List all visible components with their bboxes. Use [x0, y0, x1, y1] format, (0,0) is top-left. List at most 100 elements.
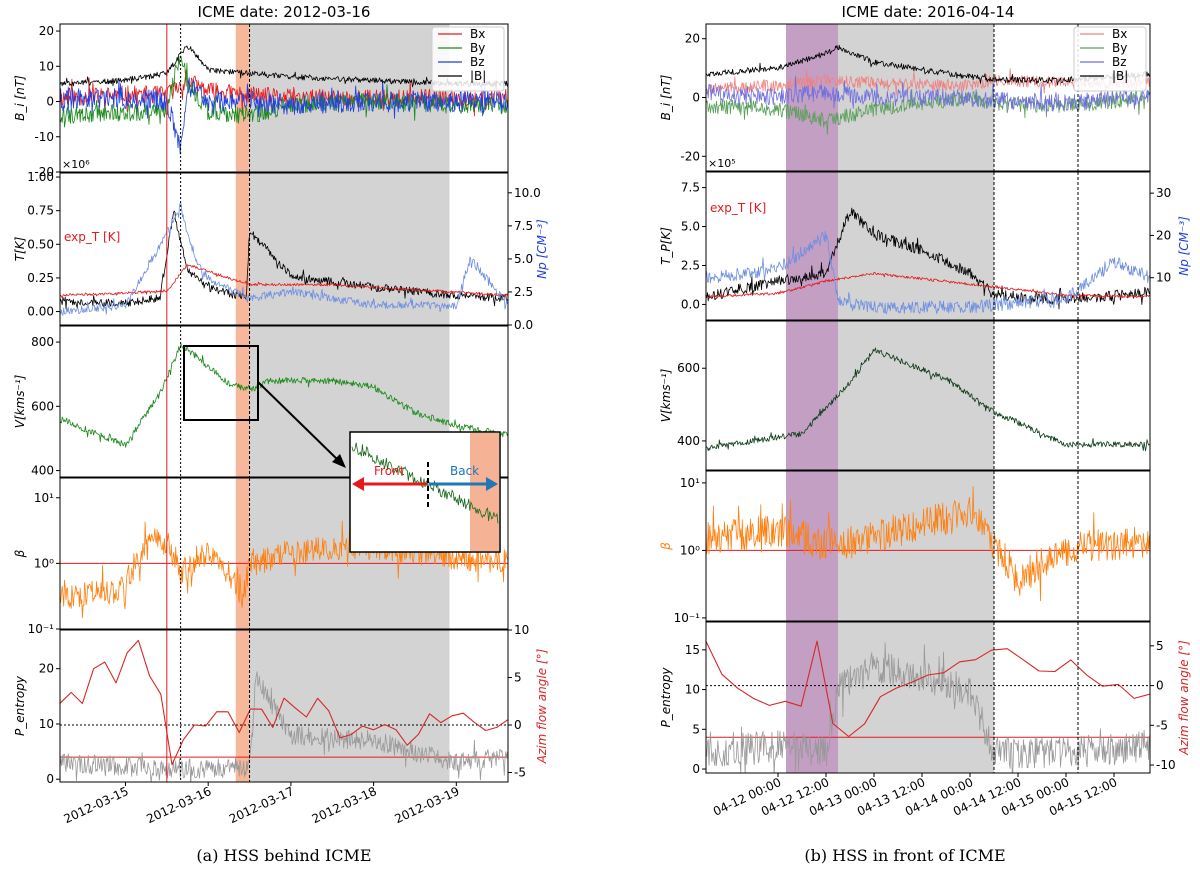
y-tick-label: 0 [46, 95, 54, 109]
panel-frame [705, 470, 1151, 622]
y-tick-label: 10⁻¹ [674, 611, 701, 625]
panel-plot-area [60, 45, 508, 155]
series-v [60, 343, 508, 448]
y-tick-label: 800 [31, 335, 54, 349]
zoom-arrow-head [332, 454, 346, 468]
y2-tick-label: -5 [514, 766, 526, 780]
y-tick-label: 5.0 [681, 220, 700, 234]
y-tick-label: 10⁰ [34, 556, 54, 570]
y2-axis-label: Np [CM⁻³] [535, 219, 549, 279]
y2-tick-label: 10.0 [514, 186, 541, 200]
panel-frame [705, 171, 1151, 321]
series-np [706, 231, 1150, 314]
shaded-region-1 [249, 24, 450, 782]
y-axis-label: β [659, 542, 673, 551]
legend-label: Bz [1112, 55, 1127, 69]
y-tick-label: 10⁰ [680, 543, 700, 557]
panel-plot-area [706, 207, 1150, 314]
series-np [60, 202, 508, 316]
panel-plot-area [706, 640, 1150, 773]
x-tick-label: 2012-03-15 [62, 784, 131, 826]
y-tick-label: 0 [692, 91, 700, 105]
y-tick-label: 10⁻¹ [28, 622, 55, 636]
inset-label-front: Front [374, 464, 405, 478]
legend-box [431, 26, 505, 92]
series-t [60, 210, 508, 310]
y-axis-label: P_entropy [13, 675, 27, 736]
legend-label: |B| [1112, 69, 1128, 83]
shaded-region-0 [235, 24, 250, 782]
panel-frame [705, 621, 1151, 774]
series-exp-t [60, 264, 508, 299]
y-tick-label: 10 [39, 717, 54, 731]
panel-plot-area [706, 347, 1150, 452]
y-axis-label: T_P[K] [659, 227, 673, 265]
y2-tick-label: 7.5 [514, 219, 533, 233]
y2-tick-label: 10 [514, 623, 529, 637]
exponent-note: ×10⁶ [62, 158, 90, 171]
y2-tick-label: -5 [1156, 718, 1168, 732]
chart-title: ICME date: 2016-04-14 [842, 3, 1015, 21]
panel-T: 0.00 0.25 0.50 0.75 1.00 0.0 2.5 5.0 7.5 10.0 T[K]… [13, 170, 549, 332]
panel-plot-area [60, 639, 508, 782]
inset-shade [470, 433, 499, 551]
panel-frame [59, 23, 509, 173]
y-tick-label: 20 [39, 662, 54, 676]
y-axis-label: V[kms⁻¹] [13, 374, 27, 428]
panel-frame [59, 172, 509, 326]
zoom-arrow-line [257, 381, 341, 463]
legend-label: By [1112, 41, 1127, 55]
y-tick-label: 15 [685, 643, 700, 657]
y-tick-label: 7.5 [681, 181, 700, 195]
inset-label-back: Back [450, 464, 479, 478]
y-tick-label: 10¹ [34, 491, 54, 505]
y-tick-label: 10 [39, 59, 54, 73]
y-axis-label: V[kms⁻¹] [659, 368, 673, 422]
panel-frame [59, 477, 509, 630]
inset-trace [351, 442, 499, 524]
chart-title: ICME date: 2012-03-16 [198, 3, 371, 21]
panel-beta: 10⁻¹ 10⁰ 10¹ β [13, 477, 509, 636]
series-bz [60, 77, 508, 155]
legend-label: Bx [1112, 27, 1127, 41]
y2-tick-label: 0 [514, 718, 522, 732]
y-tick-label: 400 [677, 434, 700, 448]
y2-tick-label: 30 [1156, 186, 1171, 200]
y2-tick-label: 5 [514, 671, 522, 685]
y-tick-label: -20 [680, 149, 700, 163]
y2-axis-label: Azim flow angle [°] [535, 648, 549, 764]
y-axis-label: B_i [nT] [659, 74, 673, 120]
series-azim-flow-angle [706, 640, 1150, 738]
series-v [706, 347, 1150, 452]
legend-box [1073, 26, 1147, 92]
shaded-region-1 [838, 24, 994, 773]
series-t [706, 207, 1150, 310]
y2-tick-label: 20 [1156, 228, 1171, 242]
y2-tick-label: 0.0 [514, 318, 533, 332]
series-azim-flow-angle [60, 639, 508, 766]
figure-a: ICME date: 2012-03-16 -20 -10 0 10 20 B_i [nT]… [13, 3, 549, 826]
y-tick-label: 0.00 [27, 305, 54, 319]
y-axis-label: P_entropy [659, 667, 673, 728]
panel-frame [59, 629, 509, 783]
x-tick-label: 2012-03-18 [310, 784, 379, 826]
shaded-regions [235, 24, 450, 782]
panel-plot-area [60, 202, 508, 316]
series-p-entropy [60, 671, 508, 782]
y-tick-label: 1.00 [27, 170, 54, 184]
y2-axis-label: Np [CM⁻³] [1177, 216, 1191, 276]
y-tick-label: 10 [685, 683, 700, 697]
panel-frame [705, 320, 1151, 471]
y-axis-label: β [13, 549, 27, 558]
panel-frame [59, 325, 509, 478]
shaded-regions [786, 24, 994, 773]
legend-label: By [470, 41, 485, 55]
y-tick-label: 5 [692, 722, 700, 736]
y-tick-label: 0.75 [27, 204, 54, 218]
y2-tick-label: -10 [1156, 758, 1176, 772]
